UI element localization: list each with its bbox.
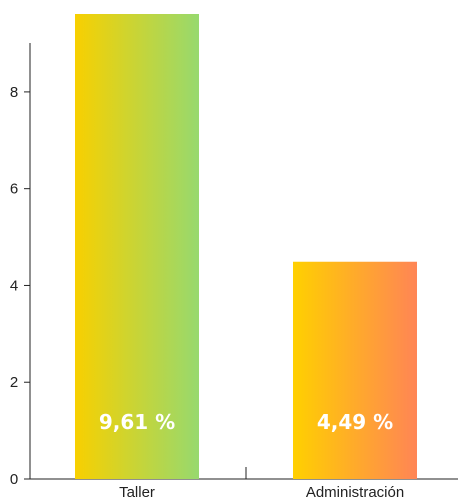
x-axis-labels: Taller Administración: [119, 484, 404, 501]
y-tick-label: 6: [10, 181, 18, 198]
data-label: 4,49 %: [317, 410, 393, 434]
y-tick-label: 8: [10, 84, 18, 101]
bar-taller: [75, 14, 199, 479]
y-tick-label: 4: [10, 277, 18, 294]
bars-group: [75, 14, 417, 479]
x-tick-label: Taller: [119, 484, 155, 501]
x-tick-label: Administración: [306, 484, 404, 501]
y-tick-label: 2: [10, 374, 18, 391]
bar-administraci-n: [293, 261, 417, 479]
data-labels-group: 9,61 % 4,49 %: [99, 410, 393, 434]
y-tick-label: 0: [10, 471, 18, 488]
data-label: 9,61 %: [99, 410, 175, 434]
y-axis-ticks: 0 2 4 6 8: [10, 84, 30, 488]
